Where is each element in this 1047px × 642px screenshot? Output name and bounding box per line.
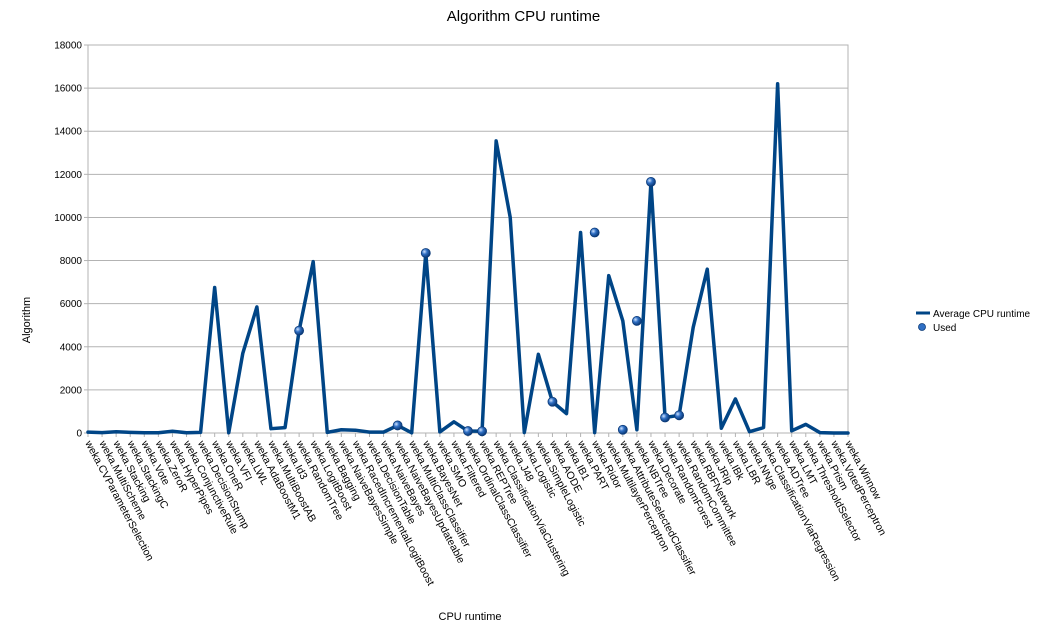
- y-axis-label: Algorithm: [21, 297, 33, 343]
- used-markers: [294, 176, 685, 437]
- used-marker: [660, 412, 670, 423]
- plot-area-frame: [87, 44, 849, 434]
- used-marker: [589, 227, 600, 238]
- series-line-0: [86, 82, 850, 435]
- y-tick-label: 2000: [60, 385, 83, 396]
- y-tick-label: 10000: [54, 213, 82, 224]
- y-tick-label: 14000: [54, 127, 82, 138]
- y-tick-labels: 0 2000 4000 6000 8000 10000 12000 14000 16000 180…: [54, 41, 82, 440]
- y-tick-label: 12000: [54, 170, 82, 181]
- x-tick-labels: weka.CVParameterSelectionweka.MultiSchem…: [82, 438, 889, 588]
- legend-label-average: Average CPU runtime: [933, 309, 1031, 320]
- gridlines: [88, 44, 848, 434]
- used-marker: [617, 424, 628, 435]
- used-marker: [547, 396, 558, 407]
- used-marker: [294, 325, 305, 336]
- y-tick-label: 18000: [54, 41, 82, 52]
- axes: [84, 44, 849, 437]
- used-marker: [477, 426, 487, 437]
- used-marker: [646, 176, 656, 187]
- used-marker: [463, 426, 473, 436]
- used-marker: [631, 316, 642, 326]
- used-marker: [674, 410, 685, 421]
- used-marker: [392, 420, 403, 431]
- y-tick-label: 6000: [60, 299, 83, 310]
- y-tick-label: 4000: [60, 342, 83, 353]
- legend-label-used: Used: [933, 323, 956, 334]
- series-lines: [86, 82, 850, 435]
- y-tick-label: 0: [76, 429, 82, 440]
- x-axis-label: CPU runtime: [439, 611, 502, 623]
- legend-marker-swatch: [918, 323, 926, 331]
- chart-title: Algorithm CPU runtime: [446, 8, 601, 25]
- y-tick-label: 8000: [60, 256, 83, 267]
- used-marker: [420, 248, 431, 258]
- y-tick-label: 16000: [54, 84, 82, 95]
- legend: Average CPU runtime Used: [916, 309, 1031, 334]
